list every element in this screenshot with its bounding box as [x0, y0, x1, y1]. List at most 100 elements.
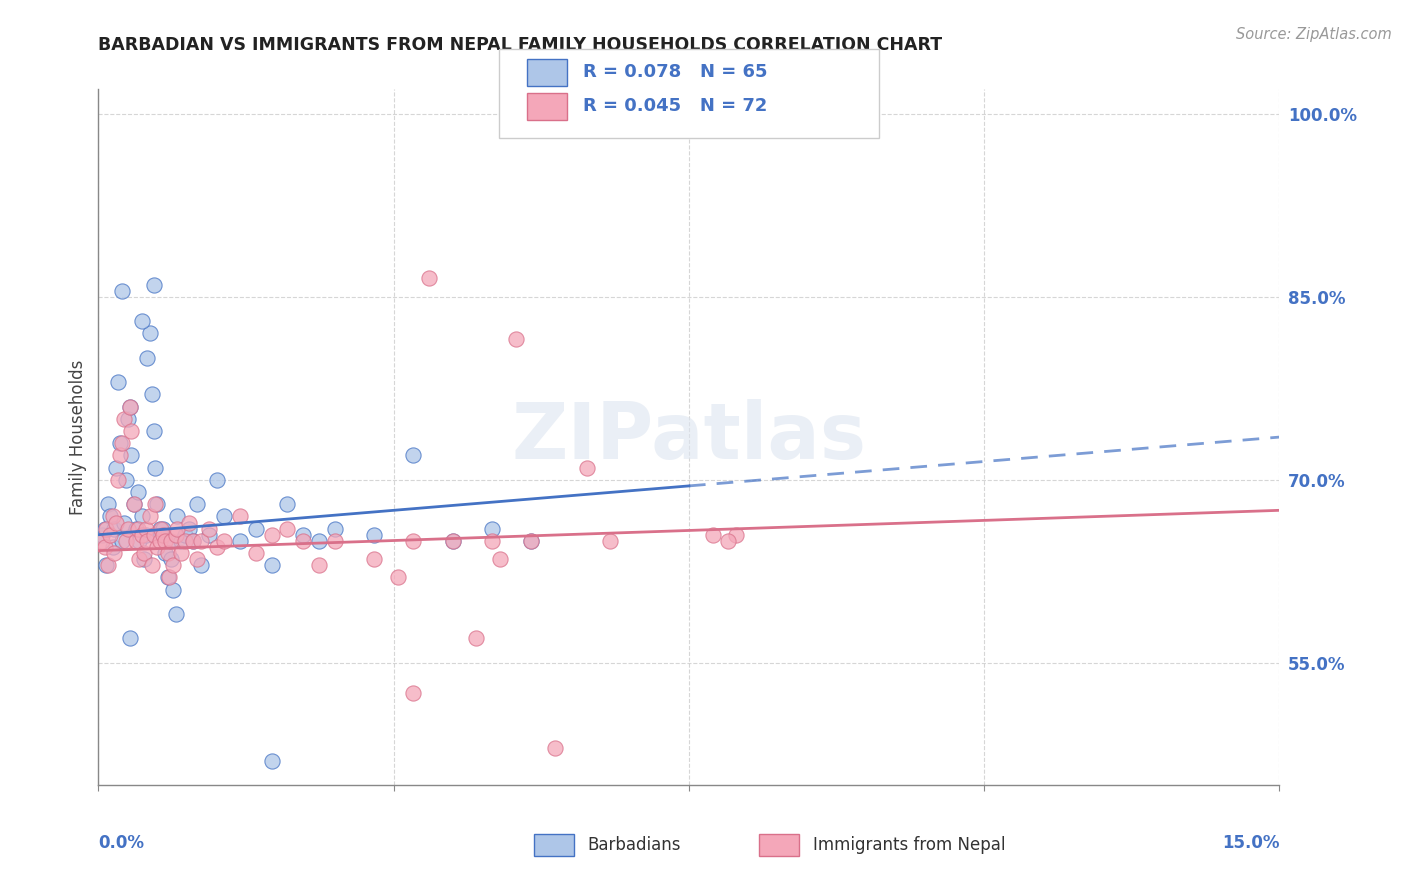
Point [599, 533, 621, 548]
Point [136, 351, 159, 365]
Point [110, 436, 132, 450]
Point [308, 558, 330, 573]
Point [132, 552, 155, 566]
Point [98, 527, 121, 541]
Point [481, 522, 503, 536]
Point [96, 522, 118, 536]
Point [122, 497, 145, 511]
Point [121, 449, 143, 463]
Point [181, 533, 204, 548]
Point [363, 527, 385, 541]
Point [121, 424, 143, 438]
Point [702, 527, 724, 541]
Point [156, 546, 179, 560]
Point [544, 741, 567, 756]
Point [174, 533, 197, 548]
Point [128, 552, 150, 566]
Point [197, 527, 219, 541]
Point [115, 533, 138, 548]
Point [156, 570, 179, 584]
Point [575, 460, 598, 475]
Point [214, 533, 236, 548]
Point [117, 522, 139, 536]
Point [101, 509, 124, 524]
Point [245, 522, 267, 536]
Point [91, 533, 114, 548]
Point [141, 387, 163, 401]
Point [166, 509, 188, 524]
Point [160, 552, 183, 566]
Point [323, 522, 346, 536]
Point [112, 516, 135, 530]
Point [118, 632, 141, 646]
Point [387, 570, 409, 584]
Point [205, 540, 228, 554]
Point [205, 473, 228, 487]
Point [128, 533, 150, 548]
Point [142, 527, 165, 541]
Point [141, 558, 163, 573]
Text: 0.0%: 0.0% [98, 834, 145, 852]
Point [93, 522, 115, 536]
Point [402, 686, 425, 700]
Point [308, 533, 330, 548]
Point [125, 533, 148, 548]
Point [149, 522, 172, 536]
Point [150, 527, 173, 541]
Point [489, 552, 512, 566]
Point [725, 527, 748, 541]
Point [505, 333, 527, 347]
Text: ZIPatlas: ZIPatlas [512, 399, 866, 475]
Point [363, 552, 385, 566]
Text: R = 0.045   N = 72: R = 0.045 N = 72 [583, 97, 768, 115]
Point [402, 449, 425, 463]
Point [146, 497, 169, 511]
Point [166, 522, 188, 536]
Point [110, 449, 132, 463]
Point [136, 533, 159, 548]
Point [323, 533, 346, 548]
Point [520, 533, 543, 548]
Point [111, 533, 134, 548]
Point [146, 540, 169, 554]
Point [157, 533, 180, 548]
Point [97, 558, 120, 573]
Point [260, 558, 283, 573]
Point [181, 533, 204, 548]
Point [520, 533, 543, 548]
Point [98, 509, 121, 524]
Point [152, 522, 174, 536]
Point [132, 546, 155, 560]
Point [481, 533, 503, 548]
Point [165, 607, 187, 621]
Point [122, 497, 145, 511]
Point [138, 509, 160, 524]
Point [190, 533, 212, 548]
Point [135, 522, 157, 536]
Point [103, 546, 125, 560]
Point [441, 533, 464, 548]
Y-axis label: Family Households: Family Households [69, 359, 87, 515]
Text: Source: ZipAtlas.com: Source: ZipAtlas.com [1236, 27, 1392, 42]
Point [103, 522, 125, 536]
Point [117, 411, 139, 425]
Point [186, 497, 208, 511]
Point [96, 558, 118, 573]
Point [97, 497, 120, 511]
Point [174, 527, 197, 541]
Point [229, 533, 252, 548]
Point [214, 509, 236, 524]
Point [276, 522, 298, 536]
Text: BARBADIAN VS IMMIGRANTS FROM NEPAL FAMILY HOUSEHOLDS CORRELATION CHART: BARBADIAN VS IMMIGRANTS FROM NEPAL FAMIL… [98, 36, 942, 54]
Point [441, 533, 464, 548]
Point [170, 546, 193, 560]
Point [107, 375, 129, 389]
Point [149, 533, 172, 548]
Point [135, 527, 157, 541]
Point [138, 326, 160, 341]
Point [465, 632, 488, 646]
Point [177, 522, 200, 536]
Point [101, 540, 124, 554]
Point [112, 411, 135, 425]
Point [142, 277, 165, 292]
